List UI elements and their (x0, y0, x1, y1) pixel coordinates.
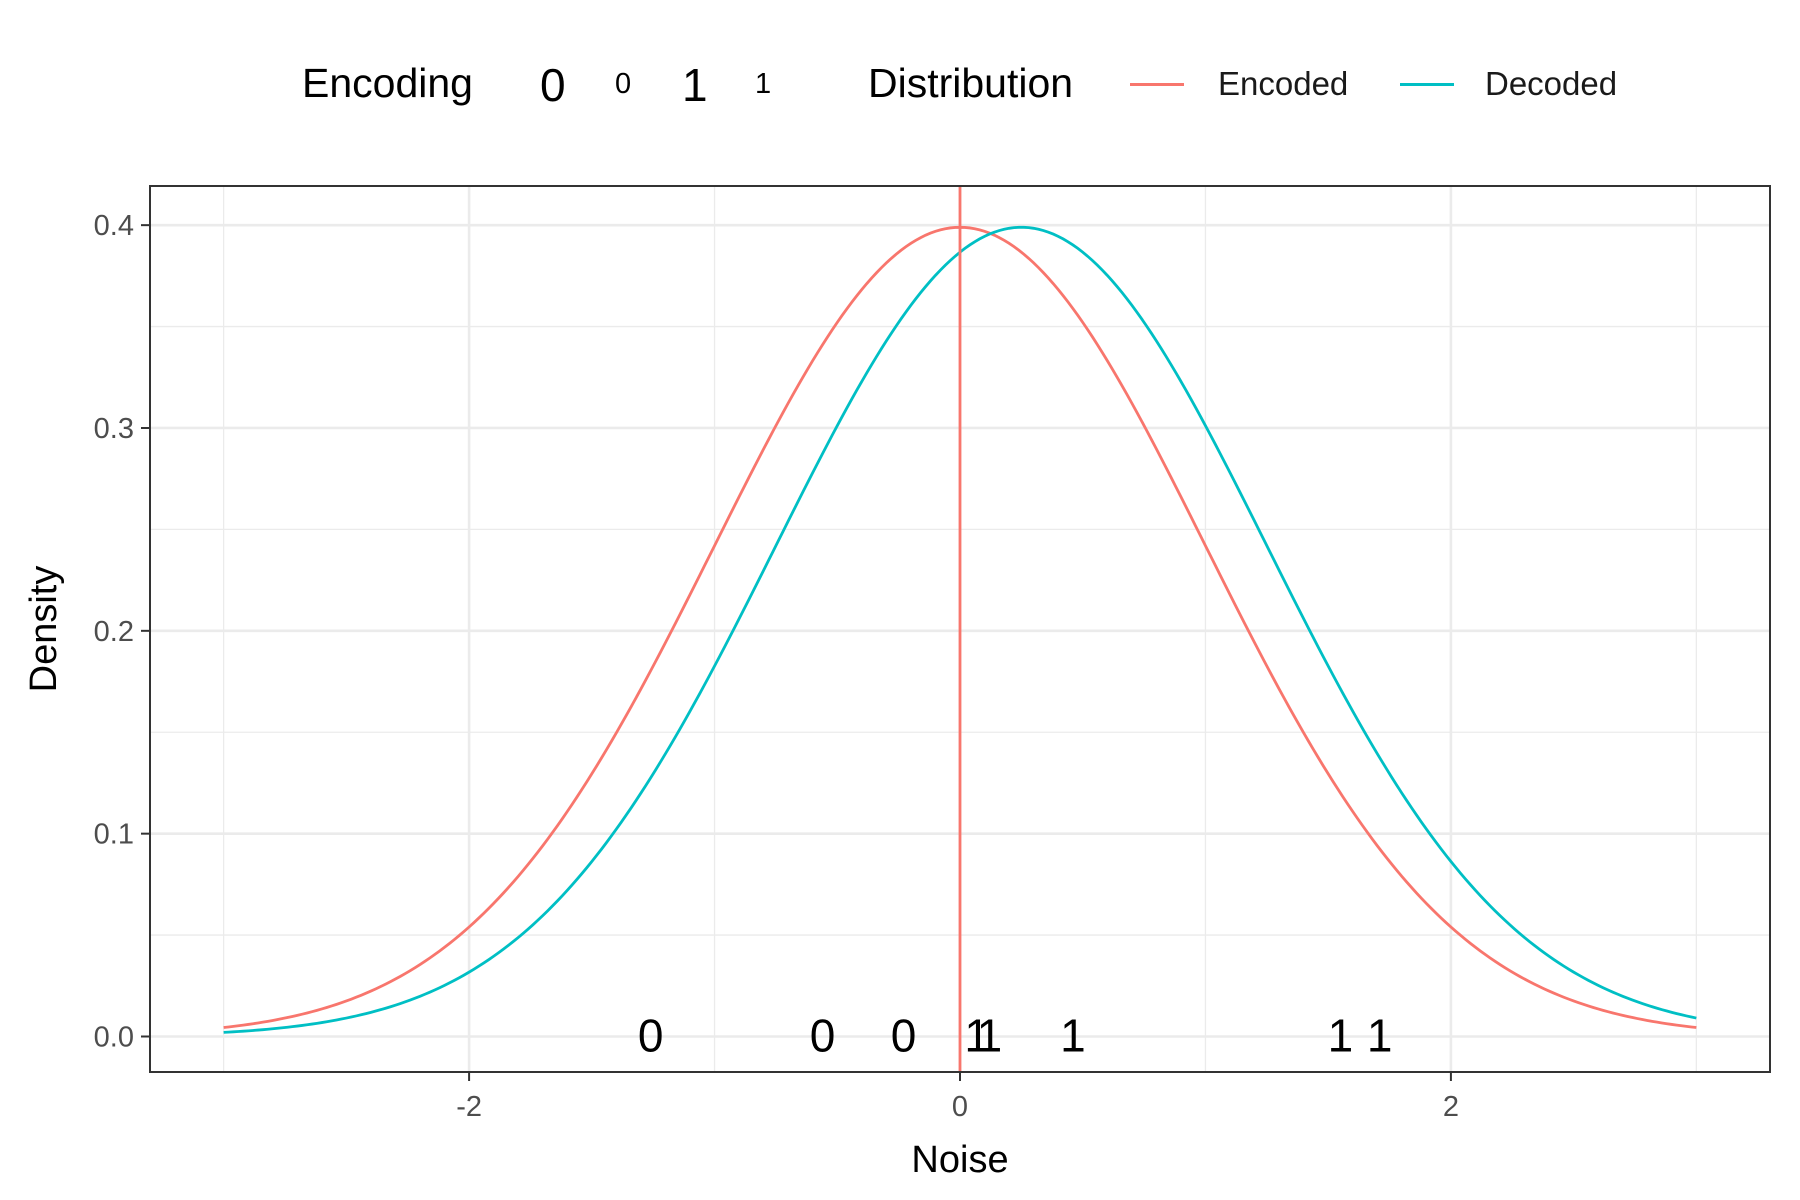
legend-encoding-title: Encoding (302, 60, 473, 106)
y-tick-label: 0.0 (94, 1022, 134, 1054)
x-tick-label: -2 (456, 1091, 482, 1123)
x-axis-title: Noise (911, 1139, 1008, 1181)
x-tick-label: 0 (952, 1091, 968, 1123)
rug-label: 0 (638, 1010, 664, 1062)
rug-labels: 0 0 0 11 1 1 1 (638, 1010, 1393, 1062)
legend-distribution-title: Distribution (868, 60, 1074, 106)
legend-encoding-key-1-small: 1 (755, 68, 772, 100)
y-tick-label: 0.3 (94, 413, 134, 445)
rug-label: 1 (1060, 1010, 1086, 1062)
legend-encoding-key-0-large: 0 (540, 59, 566, 111)
y-tick-label: 0.4 (94, 210, 134, 242)
y-axis-title: Density (23, 566, 65, 693)
legend-decoded-line (1400, 83, 1454, 86)
rug-label: 1 (1367, 1010, 1393, 1062)
x-tick-label: 2 (1443, 1091, 1459, 1123)
axes: -2 0 2 0.0 0.1 0.2 0.3 0.4 (94, 210, 1459, 1123)
legend-encoded-label: Encoded (1218, 65, 1349, 102)
rug-label: 0 (891, 1010, 917, 1062)
rug-label: 0 (810, 1010, 836, 1062)
rug-label: 1 (1328, 1010, 1354, 1062)
rug-label: 1 (964, 1010, 990, 1062)
legend-decoded-label: Decoded (1485, 65, 1618, 102)
rug-label: 1 (977, 1010, 1003, 1062)
legend-encoded-line (1130, 83, 1184, 86)
y-tick-label: 0.2 (94, 616, 134, 648)
legend-encoding-key-1-large: 1 (682, 59, 708, 111)
legend: Encoding 0 0 1 1 Distribution Encoded De… (0, 52, 1800, 122)
y-tick-label: 0.1 (94, 819, 134, 851)
legend-encoding-key-0-small: 0 (615, 68, 632, 100)
